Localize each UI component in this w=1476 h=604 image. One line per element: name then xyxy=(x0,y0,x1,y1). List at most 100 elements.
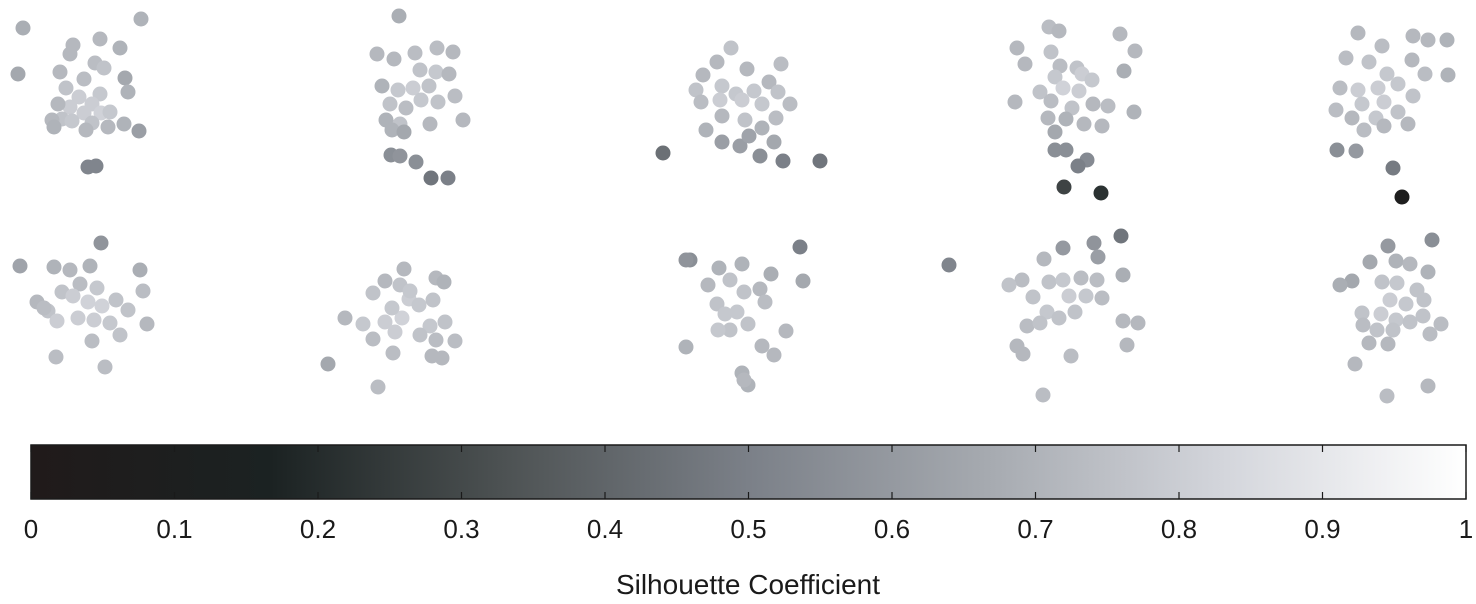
scatter-point xyxy=(761,74,777,90)
scatter-point xyxy=(374,78,390,94)
scatter-point xyxy=(94,298,110,314)
scatter-point xyxy=(1394,189,1410,205)
scatter-point xyxy=(100,119,116,135)
scatter-point xyxy=(1332,80,1348,96)
scatter-point xyxy=(1115,313,1131,329)
scatter-point xyxy=(76,105,92,121)
scatter-point xyxy=(425,292,441,308)
scatter-point xyxy=(812,153,828,169)
scatter-point xyxy=(384,300,400,316)
scatter-point xyxy=(1344,110,1360,126)
scatter-point xyxy=(1390,76,1406,92)
scatter-point xyxy=(729,304,745,320)
scatter-point xyxy=(437,314,453,330)
scatter-point xyxy=(1350,25,1366,41)
scatter-point xyxy=(741,128,757,144)
scatter-point xyxy=(76,71,92,87)
scatter-point xyxy=(1100,98,1116,114)
scatter-point xyxy=(710,322,726,338)
scatter-point xyxy=(941,257,957,273)
scatter-point xyxy=(1015,346,1031,362)
scatter-point xyxy=(1127,43,1143,59)
scatter-point xyxy=(1376,118,1392,134)
scatter-point xyxy=(447,88,463,104)
scatter-point xyxy=(429,40,445,56)
scatter-point xyxy=(1058,111,1074,127)
scatter-point xyxy=(408,154,424,170)
scatter-point xyxy=(1328,102,1344,118)
scatter-point xyxy=(1001,277,1017,293)
scatter-point xyxy=(736,284,752,300)
scatter-point xyxy=(693,94,709,110)
scatter-point xyxy=(1420,378,1436,394)
colorbar xyxy=(30,444,1467,500)
scatter-point xyxy=(1032,315,1048,331)
scatter-point xyxy=(1094,118,1110,134)
scatter-point xyxy=(1055,240,1071,256)
scatter-point xyxy=(387,324,403,340)
scatter-point xyxy=(422,116,438,132)
scatter-point xyxy=(1373,306,1389,322)
scatter-point xyxy=(752,148,768,164)
colorbar-tick-label: 0.7 xyxy=(1017,514,1053,544)
scatter-point xyxy=(369,46,385,62)
scatter-point xyxy=(117,70,133,86)
scatter-point xyxy=(102,104,118,120)
scatter-point xyxy=(88,158,104,174)
scatter-point xyxy=(1380,336,1396,352)
scatter-point xyxy=(698,122,714,138)
scatter-point xyxy=(678,252,694,268)
scatter-point xyxy=(382,96,398,112)
scatter-point xyxy=(1420,32,1436,48)
scatter-point xyxy=(1370,80,1386,96)
scatter-point xyxy=(390,82,406,98)
scatter-point xyxy=(1070,158,1086,174)
scatter-point xyxy=(78,122,94,138)
scatter-point xyxy=(120,84,136,100)
scatter-point xyxy=(1354,96,1370,112)
scatter-points xyxy=(10,8,1456,404)
scatter-point xyxy=(1348,143,1364,159)
scatter-point xyxy=(766,347,782,363)
scatter-point xyxy=(139,316,155,332)
scatter-point xyxy=(1385,322,1401,338)
scatter-point xyxy=(1405,88,1421,104)
scatter-point xyxy=(396,261,412,277)
scatter-point xyxy=(782,96,798,112)
scatter-point xyxy=(795,273,811,289)
scatter-point xyxy=(1093,185,1109,201)
scatter-point xyxy=(1398,296,1414,312)
colorbar-tick-label: 0.1 xyxy=(156,514,192,544)
scatter-point xyxy=(712,92,728,108)
scatter-point xyxy=(1382,292,1398,308)
scatter-point xyxy=(1035,387,1051,403)
scatter-point xyxy=(723,40,739,56)
scatter-point xyxy=(1019,318,1035,334)
scatter-point xyxy=(370,379,386,395)
scatter-point xyxy=(1047,69,1063,85)
scatter-point xyxy=(1380,238,1396,254)
scatter-point xyxy=(739,61,755,77)
scatter-point xyxy=(1094,290,1110,306)
scatter-point xyxy=(1385,160,1401,176)
scatter-point xyxy=(65,288,81,304)
scatter-point xyxy=(754,120,770,136)
scatter-point xyxy=(700,277,716,293)
scatter-point xyxy=(70,310,86,326)
scatter-point xyxy=(1440,67,1456,83)
scatter-point xyxy=(92,86,108,102)
scatter-point xyxy=(757,294,773,310)
colorbar-tick-label: 1 xyxy=(1459,514,1473,544)
colorbar-tick-label: 0 xyxy=(24,514,38,544)
scatter-point xyxy=(678,339,694,355)
scatter-point xyxy=(132,262,148,278)
scatter-point xyxy=(392,148,408,164)
scatter-point xyxy=(102,315,118,331)
scatter-point xyxy=(445,44,461,60)
scatter-point xyxy=(1439,32,1455,48)
scatter-point xyxy=(80,294,96,310)
colorbar-label: Silhouette Coefficient xyxy=(616,569,880,600)
scatter-point xyxy=(1089,272,1105,288)
scatter-point xyxy=(36,300,52,316)
scatter-point xyxy=(407,45,423,61)
